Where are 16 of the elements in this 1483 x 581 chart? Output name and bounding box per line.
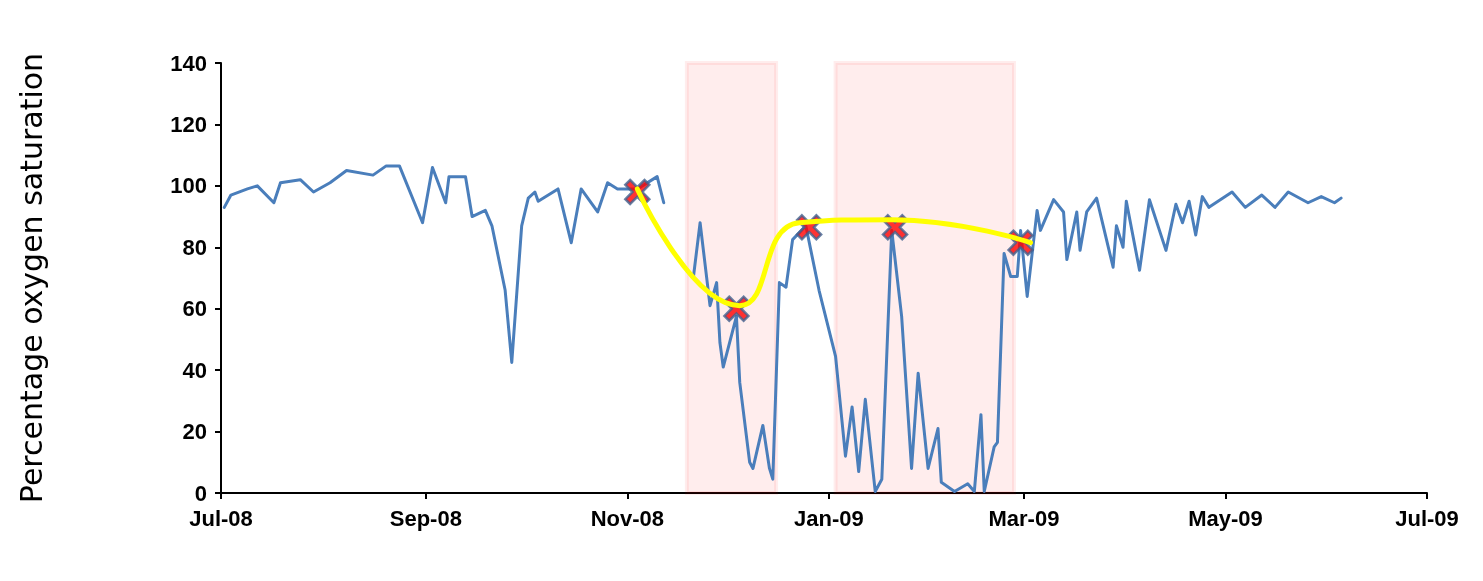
x-tick-label: Mar-09 [988,505,1060,531]
x-tick-label: Jan-09 [794,505,864,531]
y-tick-label: 140 [170,50,207,76]
y-tick-label: 120 [170,111,207,137]
y-tick-label: 80 [182,234,207,260]
x-tick-label: May-09 [1188,505,1263,531]
x-tick-label: Nov-08 [590,505,665,531]
y-axis-title: Percentage oxygen saturation [13,52,49,504]
y-tick-label: 60 [182,296,207,322]
y-tick-label: 100 [170,173,207,199]
y-tick-label: 0 [194,480,207,506]
y-tick-label: 40 [182,357,207,383]
x-tick-label: Sep-08 [389,505,462,531]
y-tick-label: 20 [182,419,207,445]
x-tick-label: Jul-09 [1395,505,1459,531]
x-tick-label: Jul-08 [189,505,253,531]
